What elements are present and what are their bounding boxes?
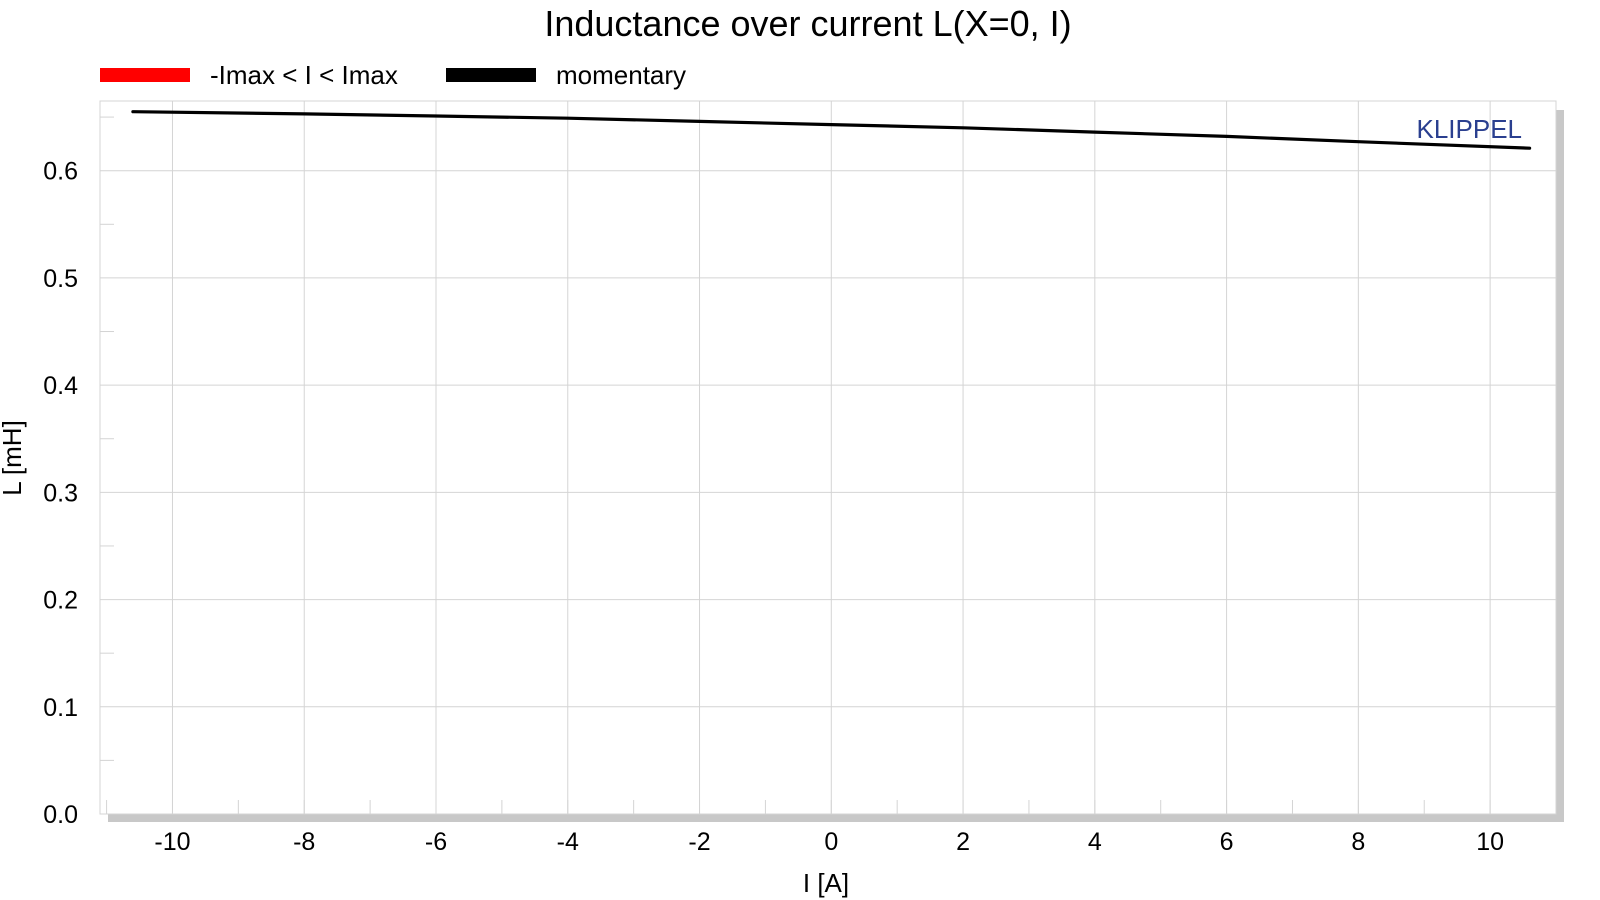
x-tick-label-9: 8 xyxy=(1351,828,1365,856)
legend-swatch-momentary xyxy=(446,68,536,82)
y-tick-label-0: 0.0 xyxy=(43,801,78,829)
legend-label-limits: -Imax < I < Imax xyxy=(210,60,398,90)
x-tick-label-7: 4 xyxy=(1088,828,1102,856)
x-tick-label-5: 0 xyxy=(824,828,838,856)
x-tick-label-4: -2 xyxy=(688,828,710,856)
plot-frame-shadow-right xyxy=(1556,110,1564,822)
legend: -Imax < I < Imax momentary xyxy=(100,60,686,90)
legend-swatch-limits xyxy=(100,68,190,82)
y-tick-label-3: 0.3 xyxy=(43,479,78,507)
chart-title: Inductance over current L(X=0, I) xyxy=(544,3,1071,44)
y-tick-labels: 0.0 0.1 0.2 0.3 0.4 0.5 0.6 xyxy=(43,158,78,829)
series-line-momentary xyxy=(131,110,1532,150)
x-tick-label-0: -10 xyxy=(154,828,190,856)
grid xyxy=(100,101,1556,815)
plot-area xyxy=(99,100,1557,815)
y-tick-label-2: 0.2 xyxy=(43,587,78,615)
y-tick-label-1: 0.1 xyxy=(43,694,78,722)
x-tick-label-6: 2 xyxy=(956,828,970,856)
series-layer xyxy=(131,110,1532,150)
x-tick-labels: -10 -8 -6 -4 -2 0 2 4 6 8 10 xyxy=(154,828,1504,856)
x-tick-label-8: 6 xyxy=(1220,828,1234,856)
y-axis-label: L [mH] xyxy=(0,420,27,496)
legend-label-momentary: momentary xyxy=(556,60,686,90)
brand-label: KLIPPEL xyxy=(1416,114,1522,144)
x-tick-label-2: -6 xyxy=(425,828,447,856)
x-tick-label-1: -8 xyxy=(293,828,315,856)
y-tick-label-5: 0.5 xyxy=(43,265,78,293)
y-tick-label-4: 0.4 xyxy=(43,372,78,400)
x-tick-label-3: -4 xyxy=(557,828,579,856)
y-tick-label-6: 0.6 xyxy=(43,158,78,186)
minor-ticks xyxy=(100,116,1557,814)
x-axis-label: I [A] xyxy=(803,868,849,898)
plot-frame-shadow-bottom xyxy=(108,814,1564,822)
x-tick-label-10: 10 xyxy=(1476,828,1504,856)
